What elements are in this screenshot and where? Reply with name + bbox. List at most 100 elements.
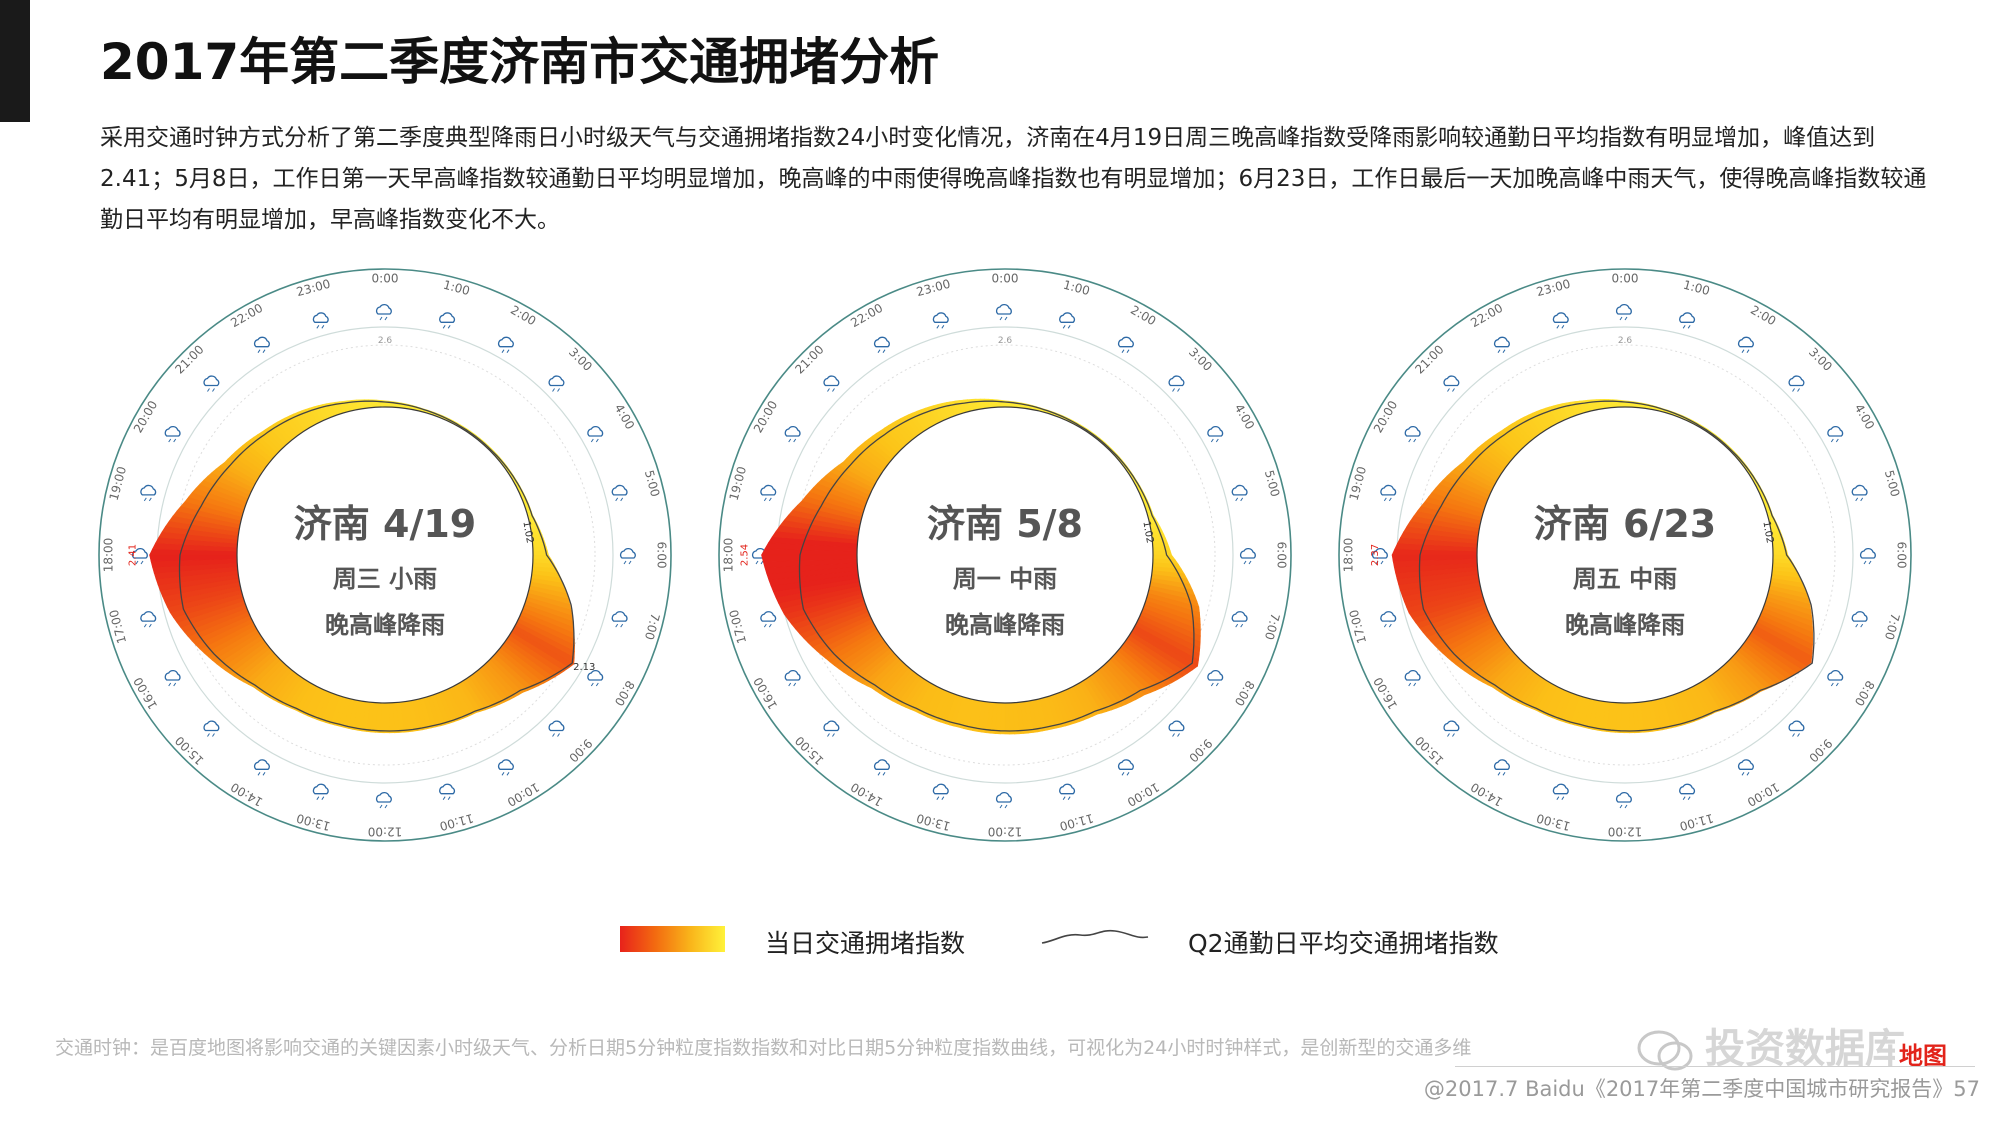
clock-note: 晚高峰降雨 [325,611,445,639]
hour-tick-label: 19:00 [727,465,749,502]
hour-tick-label: 15:00 [1412,733,1446,767]
weather-cloud-icon [1679,312,1696,329]
weather-cloud-icon [1552,783,1569,800]
legend-gradient-swatch [620,926,725,952]
weather-cloud-icon [203,375,220,392]
traffic-clock-chart-1: 2.60.00:001:002:003:004:005:006:007:008:… [98,268,672,842]
weather-cloud-icon [1168,375,1185,392]
weather-cloud-icon [1404,669,1421,687]
weather-cloud-icon [1552,312,1569,329]
hour-tick-label: 7:00 [1262,612,1282,642]
weather-cloud-icon [1827,425,1844,443]
hour-tick-label: 4:00 [1232,402,1258,432]
weather-cloud-icon [1859,547,1876,565]
weather-cloud-icon [823,720,840,737]
hour-tick-label: 23:00 [1535,277,1572,299]
weather-cloud-icon [439,312,456,329]
hour-tick-label: 7:00 [1882,612,1902,642]
weather-cloud-icon [497,759,514,776]
weather-cloud-icon [1231,484,1248,502]
weather-cloud-icon [1404,425,1421,443]
hour-tick-label: 5:00 [1262,469,1282,499]
clock-title: 济南 6/23 [1534,502,1716,546]
hour-tick-label: 23:00 [295,277,332,299]
weather-cloud-icon [1737,336,1754,353]
hour-tick-label: 8:00 [1852,678,1878,708]
night-value-label: 1.02 [1760,520,1775,544]
clock-title: 济南 4/19 [294,502,476,546]
hour-tick-label: 15:00 [792,733,826,767]
hour-tick-label: 1:00 [1062,278,1092,298]
clock-note: 晚高峰降雨 [945,611,1065,639]
traffic-clock-chart-2: 2.60.00:001:002:003:004:005:006:007:008:… [718,268,1292,842]
weather-cloud-icon [203,720,220,737]
hour-tick-label: 17:00 [727,608,749,645]
hour-tick-label: 15:00 [172,733,206,767]
weather-cloud-icon [1059,312,1076,329]
weather-cloud-icon [932,783,949,800]
weather-cloud-icon [164,669,181,687]
weather-cloud-icon [1443,375,1460,392]
weather-cloud-icon [1231,611,1248,628]
traffic-clock-chart-3: 2.60.00:001:002:003:004:005:006:007:008:… [1338,268,1912,842]
hour-tick-label: 23:00 [915,277,952,299]
weather-cloud-icon [439,783,456,800]
hour-tick-label: 9:00 [1186,736,1215,765]
night-value-label: 1.02 [520,520,535,544]
watermark-text: 投资数据库 [1705,1026,1905,1072]
weather-cloud-icon [548,375,565,392]
weather-cloud-icon [1443,720,1460,737]
clock-title: 济南 5/8 [927,502,1083,546]
weather-cloud-icon [611,611,628,628]
weather-cloud-icon [1493,759,1510,776]
hour-tick-label: 6:00 [655,542,669,569]
hour-tick-label: 0:00 [372,272,399,286]
weather-cloud-icon [312,783,329,800]
weather-cloud-icon [1371,547,1388,565]
hour-tick-label: 11:00 [438,811,475,833]
side-accent-bar [0,0,30,122]
weather-cloud-icon [1207,425,1224,443]
hour-tick-label: 13:00 [915,811,952,833]
hour-tick-label: 0:00 [992,272,1019,286]
weather-cloud-icon [1788,375,1805,392]
weather-cloud-icon [497,336,514,353]
weather-cloud-icon [1679,783,1696,800]
q2-average-line [178,400,575,732]
scale-label-outer: 2.6 [378,336,393,346]
hour-tick-label: 18:00 [102,538,116,573]
weather-cloud-icon [375,791,392,809]
hour-tick-label: 13:00 [295,811,332,833]
evening-peak-label: 2.54 [740,544,751,566]
weather-cloud-icon [1615,791,1632,809]
legend-daily-label: 当日交通拥堵指数 [765,929,966,958]
weather-cloud-icon [1493,336,1510,353]
hour-tick-label: 5:00 [1882,469,1902,499]
weather-cloud-icon [1827,669,1844,687]
hour-tick-label: 19:00 [107,465,129,502]
inner-disc [1476,406,1774,704]
daily-index-segment [384,702,390,734]
weather-cloud-icon [784,425,801,443]
q2-average-line [798,400,1195,732]
chart-legend: 当日交通拥堵指数 Q2通勤日平均交通拥堵指数 [0,918,2000,958]
traffic-clock-1: 2.60.00:001:002:003:004:005:006:007:008:… [85,255,685,875]
hour-tick-label: 11:00 [1678,811,1715,833]
footer-divider [1455,1066,1975,1067]
hour-tick-label: 21:00 [792,342,826,376]
evening-peak-label: 2.41 [128,544,139,566]
scale-label-outer: 2.6 [998,336,1013,346]
clock-note: 晚高峰降雨 [1565,611,1685,639]
hour-tick-label: 2:00 [1128,303,1158,329]
description-paragraph: 采用交通时钟方式分析了第二季度典型降雨日小时级天气与交通拥堵指数24小时变化情况… [100,125,1927,233]
hour-tick-label: 12:00 [988,825,1023,839]
hour-tick-label: 21:00 [172,342,206,376]
hour-tick-label: 6:00 [1895,542,1909,569]
daily-index-area [761,398,1201,735]
weather-cloud-icon [619,547,636,565]
hour-tick-label: 4:00 [612,402,638,432]
weather-cloud-icon [1380,484,1397,502]
weather-cloud-icon [587,425,604,443]
weather-cloud-icon [140,484,157,502]
daily-index-segment [1624,702,1630,734]
